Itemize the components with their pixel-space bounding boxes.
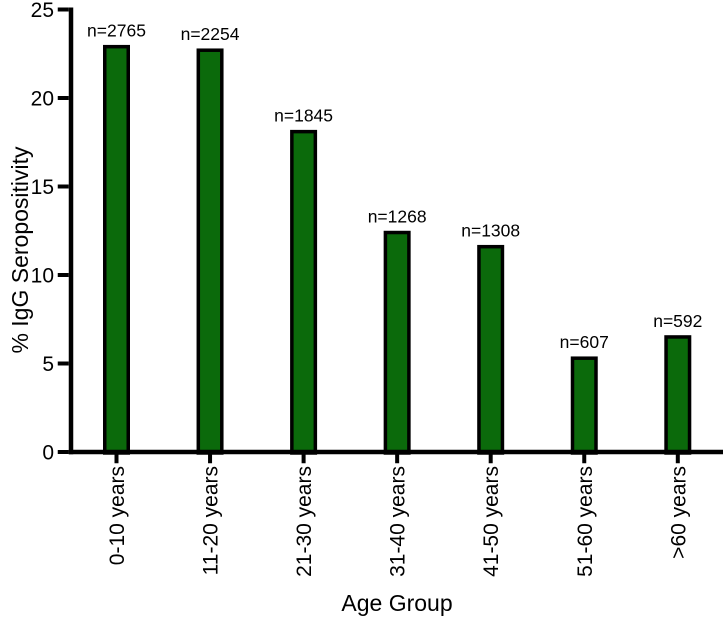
x-tick: [208, 454, 213, 464]
bar-11-20 years: [196, 48, 224, 455]
x-tick: [114, 454, 119, 464]
y-tick-label: 5: [42, 353, 54, 376]
y-tick-label: 10: [31, 265, 54, 288]
x-category-label: 51-60 years: [574, 466, 597, 577]
bar-21-30 years: [290, 129, 318, 455]
x-category-label: >60 years: [667, 466, 690, 559]
y-tick-label: 25: [31, 0, 54, 22]
y-tick: [57, 273, 69, 277]
y-axis-title: % IgG Seropositivity: [7, 146, 33, 354]
bar-count-label: n=607: [560, 332, 609, 352]
x-tick: [675, 454, 680, 464]
y-tick: [57, 7, 69, 12]
y-tick-label: 0: [42, 442, 54, 465]
x-axis-line: [68, 449, 723, 455]
bar-51-60 years: [570, 356, 598, 455]
y-tick: [57, 361, 69, 366]
x-tick: [301, 454, 306, 464]
y-tick-label: 15: [31, 176, 54, 199]
bar-count-label: n=1268: [368, 207, 427, 227]
y-tick: [57, 450, 69, 454]
x-tick: [488, 454, 493, 464]
bar-count-label: n=1308: [461, 221, 520, 241]
x-category-label: 0-10 years: [106, 466, 129, 565]
x-axis-title: Age Group: [341, 590, 452, 616]
bar->60 years: [664, 335, 692, 455]
y-tick-label: 20: [31, 88, 54, 111]
x-category-label: 31-40 years: [387, 466, 410, 577]
x-category-label: 11-20 years: [200, 466, 223, 575]
x-category-label: 21-30 years: [293, 466, 316, 577]
bar-41-50 years: [477, 244, 505, 455]
x-category-label: 41-50 years: [480, 466, 503, 577]
y-tick: [57, 184, 69, 189]
bar-31-40 years: [383, 230, 411, 455]
bar-count-label: n=2765: [87, 21, 146, 41]
x-tick: [395, 454, 400, 464]
bar-count-label: n=2254: [181, 24, 240, 44]
bar-0-10 years: [103, 44, 130, 455]
y-tick: [57, 96, 69, 100]
x-tick: [582, 454, 587, 464]
y-axis-line: [68, 7, 74, 455]
bar-count-label: n=1845: [274, 106, 333, 126]
bar-count-label: n=592: [653, 311, 702, 331]
